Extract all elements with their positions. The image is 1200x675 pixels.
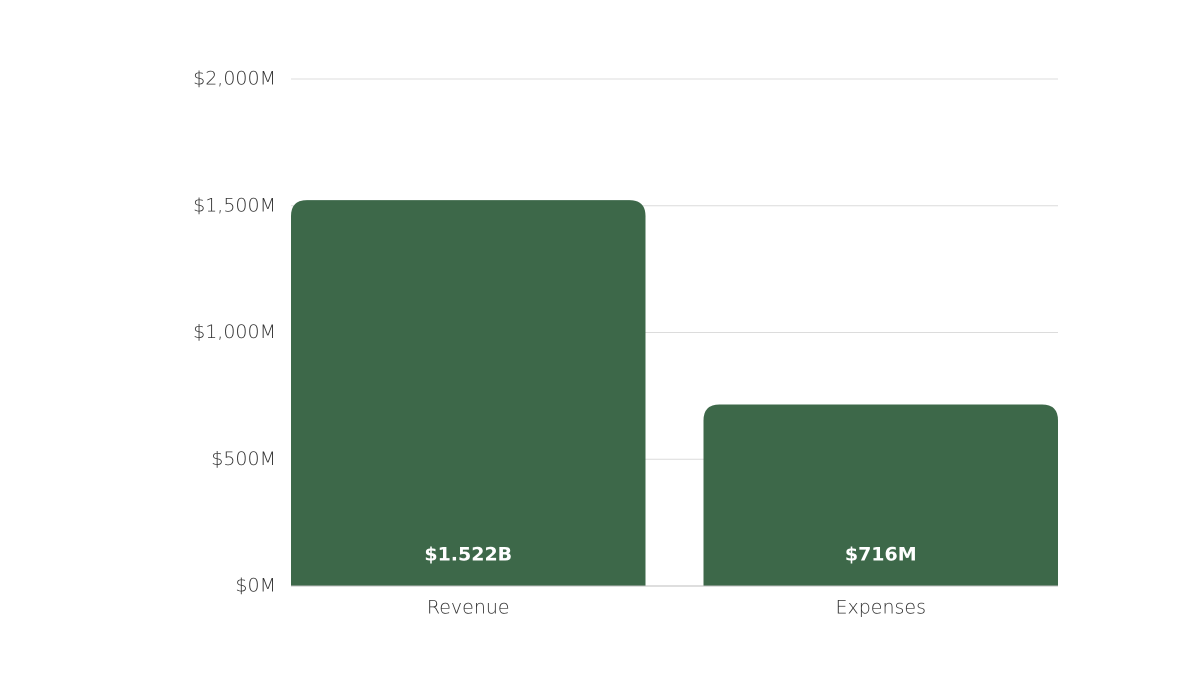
- x-tick-label: Expenses: [835, 597, 926, 619]
- bars: [291, 200, 1058, 586]
- y-tick-label: $1,000M: [193, 321, 276, 343]
- data-label-revenue: $1.522B: [424, 544, 512, 566]
- data-labels: $1.522B $716M: [424, 544, 916, 566]
- axes: $0M $500M $1,000M $1,500M $2,000M Revenue Expe…: [193, 68, 1058, 619]
- bar-expenses: [703, 404, 1058, 586]
- y-tick-label: $1,500M: [193, 194, 276, 216]
- data-label-expenses: $716M: [845, 544, 917, 566]
- y-tick-label: $500M: [211, 448, 276, 470]
- y-tick-label: $2,000M: [193, 68, 276, 90]
- bar-revenue: [291, 200, 646, 586]
- y-tick-label: $0M: [235, 575, 276, 597]
- x-tick-label: Revenue: [427, 597, 510, 619]
